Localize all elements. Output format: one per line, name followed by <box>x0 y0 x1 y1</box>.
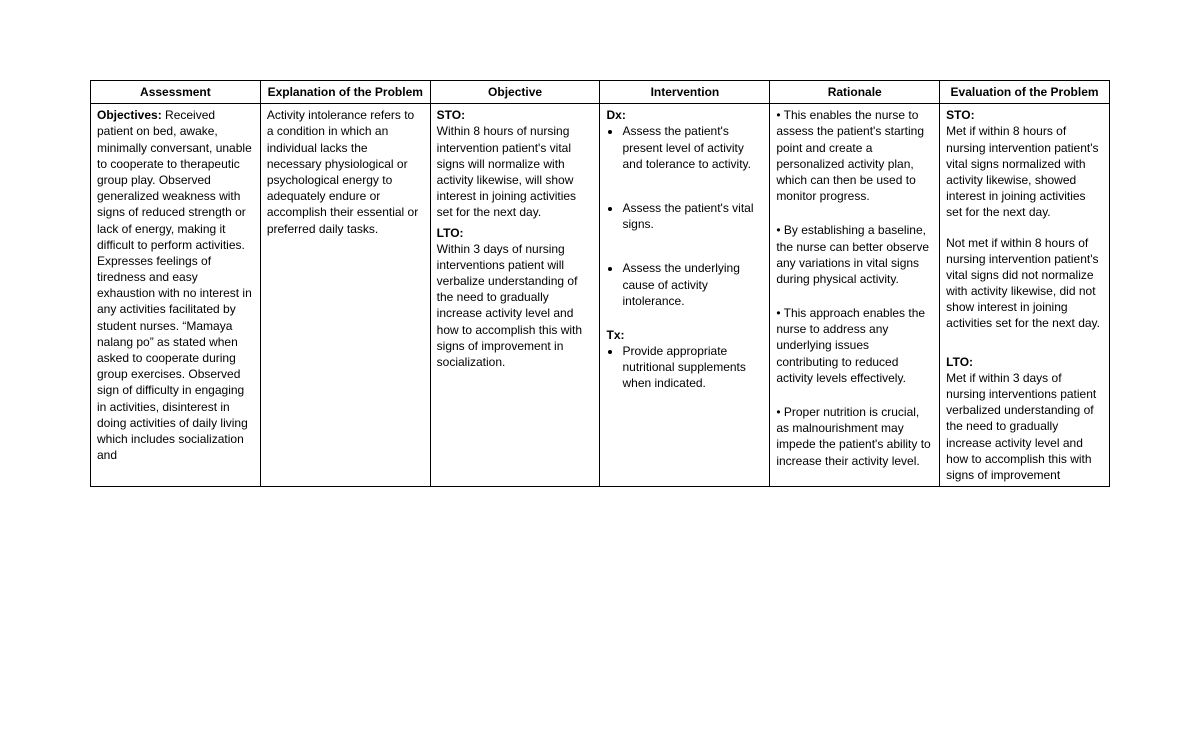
explanation-text: Activity intolerance refers to a conditi… <box>267 108 418 235</box>
table-header-row: Assessment Explanation of the Problem Ob… <box>91 81 1110 104</box>
col-explanation: Explanation of the Problem <box>260 81 430 104</box>
rationale-item: • By establishing a baseline, the nurse … <box>776 222 933 287</box>
list-item: Provide appropriate nutritional suppleme… <box>622 343 763 392</box>
assessment-label: Objectives: <box>97 108 162 122</box>
eval-lto-text: Met if within 3 days of nursing interven… <box>946 371 1096 482</box>
eval-lto-label: LTO: <box>946 355 973 369</box>
eval-sto-notmet: Not met if within 8 hours of nursing int… <box>946 236 1100 331</box>
col-objective: Objective <box>430 81 600 104</box>
rationale-text: This approach enables the nurse to addre… <box>776 306 925 385</box>
assessment-text: Received patient on bed, awake, minimall… <box>97 108 252 462</box>
eval-sto-met: Met if within 8 hours of nursing interve… <box>946 124 1098 219</box>
lto-text: Within 3 days of nursing interventions p… <box>437 242 582 369</box>
sto-text: Within 8 hours of nursing intervention p… <box>437 124 576 219</box>
cell-intervention: Dx: Assess the patient's present level o… <box>600 104 770 487</box>
lto-label: LTO: <box>437 226 464 240</box>
sto-label: STO: <box>437 108 465 122</box>
cell-rationale: • This enables the nurse to assess the p… <box>770 104 940 487</box>
col-assessment: Assessment <box>91 81 261 104</box>
nursing-care-plan-table: Assessment Explanation of the Problem Ob… <box>90 80 1110 487</box>
rationale-text: By establishing a baseline, the nurse ca… <box>776 223 929 286</box>
cell-objective: STO: Within 8 hours of nursing intervent… <box>430 104 600 487</box>
tx-list: Provide appropriate nutritional suppleme… <box>606 343 763 392</box>
rationale-text: This enables the nurse to assess the pat… <box>776 108 924 203</box>
list-item: Assess the patient's vital signs. <box>622 200 763 232</box>
eval-sto-label: STO: <box>946 108 974 122</box>
col-rationale: Rationale <box>770 81 940 104</box>
rationale-item: • This approach enables the nurse to add… <box>776 305 933 386</box>
table-row: Objectives: Received patient on bed, awa… <box>91 104 1110 487</box>
dx-list: Assess the patient's present level of ac… <box>606 123 763 309</box>
list-item: Assess the patient's present level of ac… <box>622 123 763 172</box>
col-intervention: Intervention <box>600 81 770 104</box>
rationale-text: Proper nutrition is crucial, as malnouri… <box>776 405 930 468</box>
cell-explanation: Activity intolerance refers to a conditi… <box>260 104 430 487</box>
dx-label: Dx: <box>606 107 763 123</box>
rationale-item: • This enables the nurse to assess the p… <box>776 107 933 204</box>
tx-label: Tx: <box>606 327 763 343</box>
cell-evaluation: STO: Met if within 8 hours of nursing in… <box>940 104 1110 487</box>
rationale-item: • Proper nutrition is crucial, as malnou… <box>776 404 933 469</box>
cell-assessment: Objectives: Received patient on bed, awa… <box>91 104 261 487</box>
col-evaluation: Evaluation of the Problem <box>940 81 1110 104</box>
list-item: Assess the underlying cause of activity … <box>622 260 763 309</box>
